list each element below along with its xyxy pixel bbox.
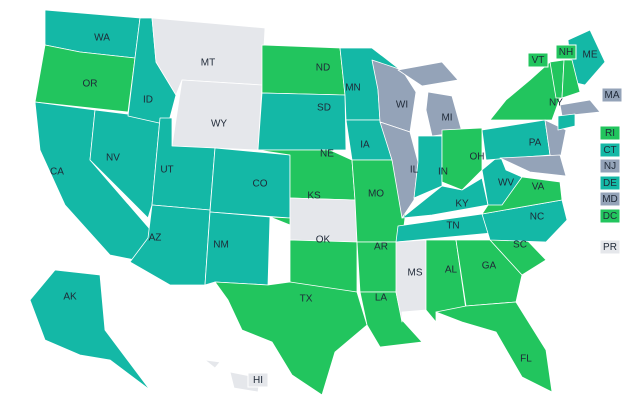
state-box-de[interactable]: DE — [599, 175, 621, 191]
state-ms[interactable] — [395, 239, 427, 323]
state-box-label: NJ — [604, 161, 616, 172]
state-box-hi[interactable]: HI — [247, 372, 269, 388]
state-in[interactable] — [413, 135, 443, 199]
state-box-ma[interactable]: MA — [601, 87, 623, 103]
state-nm[interactable] — [204, 211, 271, 286]
state-ky[interactable] — [401, 177, 489, 219]
state-box-label: DE — [603, 178, 617, 189]
state-il[interactable] — [379, 121, 419, 219]
state-box-nj[interactable]: NJ — [599, 158, 621, 174]
state-box-label: NH — [559, 47, 573, 58]
state-wy[interactable] — [171, 79, 263, 151]
state-fl[interactable] — [435, 301, 553, 393]
state-tx[interactable] — [214, 281, 368, 396]
state-pa[interactable] — [481, 119, 551, 161]
state-box-label: VT — [532, 55, 545, 66]
state-sd[interactable] — [257, 92, 347, 151]
state-box-label: RI — [605, 128, 615, 139]
state-box-label: PR — [603, 242, 617, 253]
state-co[interactable] — [209, 147, 291, 219]
state-box-dc[interactable]: DC — [599, 208, 621, 224]
state-ct-shape[interactable] — [557, 113, 576, 131]
state-box-label: CT — [603, 145, 616, 156]
state-box-vt[interactable]: VT — [527, 52, 549, 68]
state-box-ri[interactable]: RI — [599, 125, 621, 141]
state-nd[interactable] — [261, 44, 346, 96]
state-ks[interactable] — [289, 197, 358, 243]
state-oh[interactable] — [441, 127, 483, 191]
state-ar[interactable] — [356, 241, 403, 293]
state-box-label: MA — [605, 90, 620, 101]
state-ma-shape[interactable] — [559, 99, 601, 117]
state-box-ct[interactable]: CT — [599, 142, 621, 158]
state-ny[interactable] — [489, 61, 561, 121]
state-az[interactable] — [129, 204, 211, 286]
state-box-md[interactable]: MD — [599, 191, 621, 207]
state-box-label: MD — [602, 194, 618, 205]
state-md-shape[interactable] — [499, 154, 567, 177]
state-box-label: HI — [253, 375, 263, 386]
state-box-pr[interactable]: PR — [599, 239, 621, 255]
state-nh-shape[interactable] — [561, 59, 581, 99]
state-box-nh[interactable]: NH — [555, 44, 577, 60]
state-ga[interactable] — [455, 239, 523, 307]
state-ak[interactable] — [29, 269, 151, 391]
state-box-label: DC — [603, 211, 617, 222]
